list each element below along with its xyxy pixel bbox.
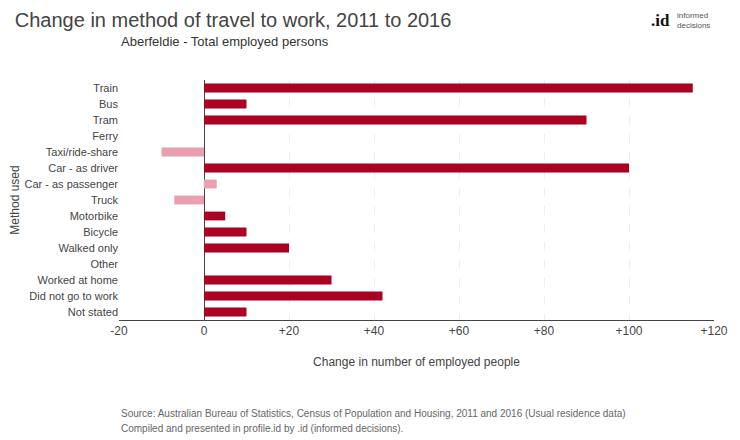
svg-text:Taxi/ride-share: Taxi/ride-share [46, 146, 118, 158]
svg-text:+120: +120 [700, 324, 727, 338]
svg-text:+60: +60 [449, 324, 470, 338]
svg-text:-20: -20 [110, 324, 128, 338]
svg-text:Method used: Method used [8, 165, 22, 234]
svg-text:+40: +40 [364, 324, 385, 338]
svg-text:Car - as passenger: Car - as passenger [24, 178, 118, 190]
svg-text:Ferry: Ferry [92, 130, 118, 142]
svg-text:Other: Other [90, 258, 118, 270]
svg-text:Compiled and presented in prof: Compiled and presented in profile.id by … [121, 423, 403, 434]
svg-text:Train: Train [93, 82, 118, 94]
svg-text:Worked at home: Worked at home [37, 274, 118, 286]
svg-text:Did not go to work: Did not go to work [29, 290, 118, 302]
svg-text:Walked only: Walked only [58, 242, 118, 254]
svg-text:0: 0 [201, 324, 208, 338]
svg-text:Aberfeldie - Total employed pe: Aberfeldie - Total employed persons [121, 34, 329, 49]
svg-text:Change in number of employed p: Change in number of employed people [313, 355, 520, 369]
svg-text:+80: +80 [534, 324, 555, 338]
svg-text:Tram: Tram [93, 114, 118, 126]
svg-text:Change in method of travel to: Change in method of travel to work, 2011… [15, 9, 452, 31]
svg-text:informeddecisions: informeddecisions [677, 11, 710, 30]
svg-text:Car - as driver: Car - as driver [48, 162, 118, 174]
svg-text:Not stated: Not stated [68, 306, 118, 318]
svg-text:Source: Australian Bureau of S: Source: Australian Bureau of Statistics,… [121, 408, 626, 419]
svg-text:+100: +100 [615, 324, 642, 338]
svg-text:+20: +20 [279, 324, 300, 338]
svg-text:Truck: Truck [91, 194, 119, 206]
svg-text:Bicycle: Bicycle [83, 226, 118, 238]
svg-text:Bus: Bus [99, 98, 118, 110]
svg-text:.id: .id [651, 11, 670, 30]
svg-text:Motorbike: Motorbike [70, 210, 118, 222]
